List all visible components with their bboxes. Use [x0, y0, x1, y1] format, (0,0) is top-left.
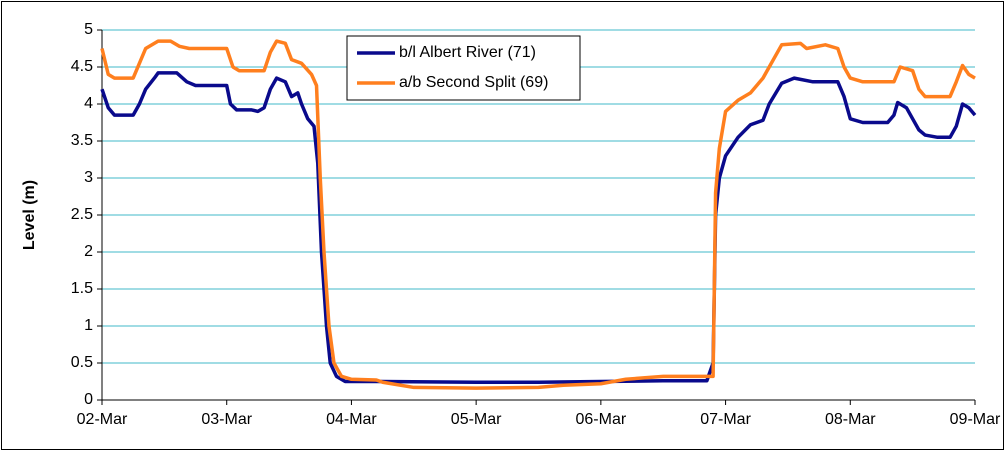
x-tick-label: 09-Mar [950, 411, 1001, 428]
x-tick-label: 05-Mar [451, 411, 502, 428]
series-line [100, 39, 976, 390]
y-tick-label: 1.5 [71, 280, 93, 297]
y-tick-label: 1 [84, 317, 93, 334]
series-line [100, 71, 977, 384]
y-axis-label: Level (m) [21, 180, 38, 250]
x-tick-label: 08-Mar [825, 411, 876, 428]
y-tick-label: 0 [84, 391, 93, 408]
legend-label: b/l Albert River (71) [399, 44, 536, 61]
x-tick-label: 03-Mar [201, 411, 252, 428]
x-tick-label: 04-Mar [326, 411, 377, 428]
x-tick-label: 07-Mar [700, 411, 751, 428]
y-tick-label: 4.5 [71, 58, 93, 75]
y-tick-label: 2 [84, 243, 93, 260]
y-tick-label: 5 [84, 21, 93, 38]
x-tick-label: 06-Mar [576, 411, 627, 428]
y-tick-label: 4 [84, 95, 93, 112]
y-tick-label: 3.5 [71, 132, 93, 149]
y-tick-label: 3 [84, 169, 93, 186]
legend-label: a/b Second Split (69) [399, 74, 548, 91]
y-tick-label: 2.5 [71, 206, 93, 223]
x-tick-label: 02-Mar [77, 411, 128, 428]
legend-box [346, 35, 581, 101]
y-tick-label: 0.5 [71, 354, 93, 371]
